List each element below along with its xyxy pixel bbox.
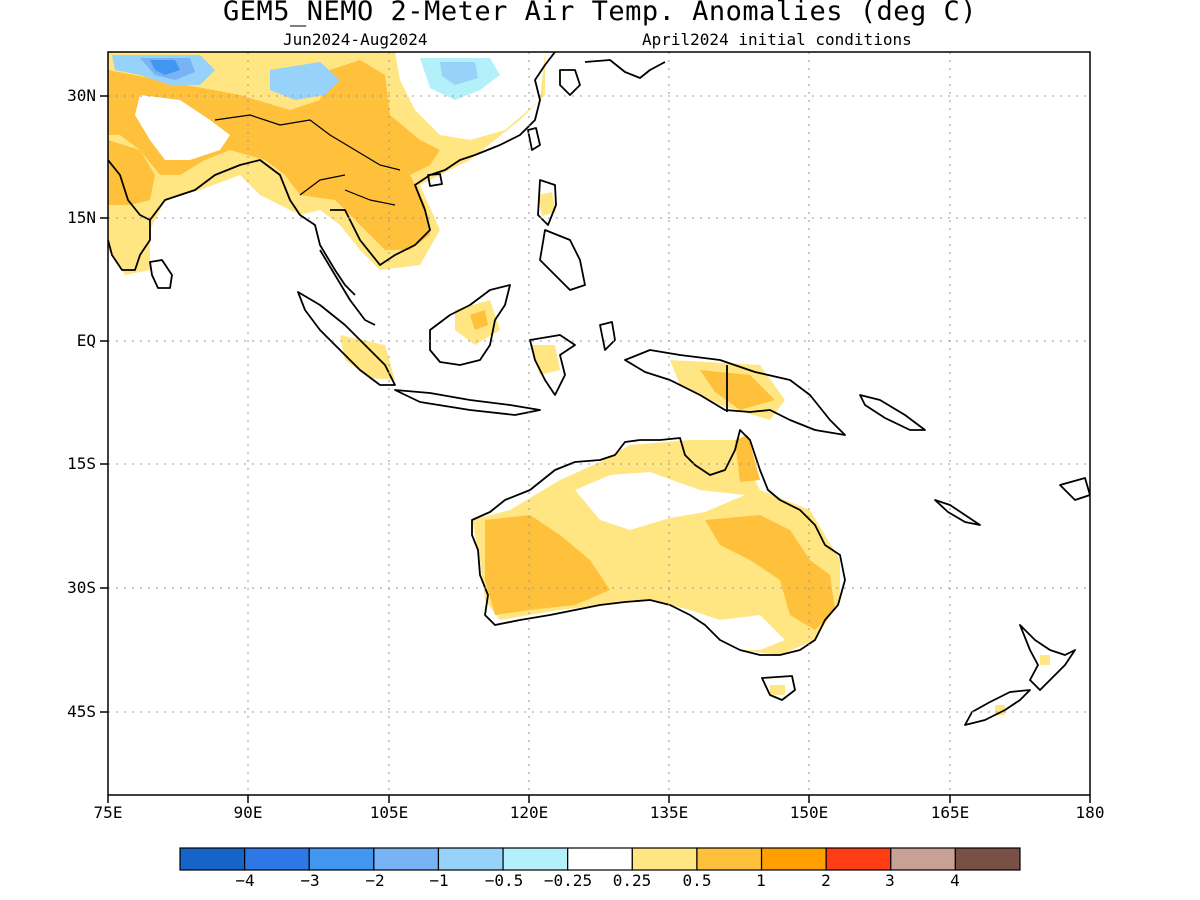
colorbar-label: −0.25 (543, 871, 593, 890)
anomaly-region-tibet-cold (270, 62, 340, 100)
coastline-sulawesi (529, 334, 576, 396)
anomaly-region-australia-east (705, 515, 835, 630)
lat-label-15n: 15N (67, 208, 96, 227)
coastline-japan (584, 59, 666, 79)
coastline-bay-bengal (149, 159, 356, 296)
colorbar-swatch (760, 847, 827, 871)
colorbar-swatch (244, 847, 310, 871)
colorbar-swatch (373, 847, 440, 871)
anomaly-region-india-mid (108, 140, 155, 205)
coastline-tasmania (761, 675, 796, 701)
colorbar-swatch (179, 847, 246, 871)
colorbar-swatch (631, 847, 698, 871)
colorbar-swatch (954, 847, 1021, 871)
lon-label-135e: 135E (649, 803, 689, 822)
lat-label-15s: 15S (67, 454, 96, 473)
anomaly-region-sumatra (340, 335, 395, 380)
coastline-philippines-south (539, 229, 586, 291)
colorbar-label: 1 (756, 871, 766, 890)
coastline-nz-south (964, 689, 1031, 726)
coastline-vanuatu (934, 499, 981, 526)
coastlines (108, 52, 1090, 726)
anomaly-region-borneo-core (470, 310, 488, 330)
colorbar-label: 4 (950, 871, 960, 890)
colorbar-label: 2 (821, 871, 831, 890)
coastline-china-borders (214, 114, 401, 206)
colorbar-label: 0.5 (682, 871, 712, 890)
colorbar-swatch (502, 847, 569, 871)
anomaly-region-tibet-neutral (135, 95, 230, 160)
anomaly-fields (108, 52, 1050, 715)
lat-label-30n: 30N (67, 86, 96, 105)
colorbar-label: −4 (235, 871, 255, 890)
lon-label-75e: 75E (93, 803, 123, 822)
axis-ticks (100, 95, 1091, 803)
anomaly-region-sulawesi (530, 345, 560, 375)
lon-label-180: 180 (1075, 803, 1105, 822)
anomaly-region-west-cold-peak (150, 60, 180, 75)
colorbar-swatch (308, 847, 375, 871)
coastline-newguinea (624, 349, 846, 436)
coastline-taiwan (527, 127, 541, 151)
anomaly-region-philippines (538, 192, 556, 216)
colorbar-label: −0.5 (484, 871, 524, 890)
coastline-china-east (474, 52, 556, 156)
lon-label-165e: 165E (930, 803, 970, 822)
anomaly-region-australia-interior-neutral (575, 472, 745, 530)
coastline-india (108, 159, 151, 271)
coastline-solomons (859, 394, 926, 431)
map-title: GEM5_NEMO 2-Meter Air Temp. Anomalies (d… (223, 0, 977, 27)
coastline-korea (559, 69, 581, 96)
colorbar-label: 0.25 (612, 871, 652, 890)
colorbar-swatch (437, 847, 504, 871)
lat-label-45s: 45S (67, 702, 96, 721)
coastline-srilanka (149, 259, 173, 289)
lon-label-150e: 150E (789, 803, 829, 822)
coastline-borneo (429, 284, 511, 366)
coastline-nz-north (1019, 624, 1076, 691)
coastline-luzon (537, 179, 557, 226)
lat-label-eq: EQ (76, 331, 96, 350)
lon-label-105e: 105E (369, 803, 409, 822)
map-frame (107, 51, 1091, 796)
anomaly-region-tasmania (770, 685, 785, 695)
forecast-period-label: Jun2024-Aug2024 (283, 30, 428, 49)
anomaly-region-australia-south-neutral (610, 600, 785, 650)
lon-label-120e: 120E (509, 803, 549, 822)
lon-label-90e: 90E (233, 803, 263, 822)
coastline-australia (471, 429, 846, 656)
coastline-hainan (427, 173, 443, 187)
coastline-fiji (1059, 477, 1090, 501)
anomaly-region-australia-west (485, 515, 610, 615)
colorbar-swatch (825, 847, 892, 871)
colorbar-swatch (696, 847, 763, 871)
colorbar-label: −1 (429, 871, 449, 890)
lat-label-30s: 30S (67, 578, 96, 597)
colorbar-label: −3 (300, 871, 320, 890)
anomaly-region-china-cold-core (440, 62, 478, 85)
colorbar-swatch (567, 847, 633, 871)
coastline-indochina (330, 154, 476, 266)
coastline-java (394, 389, 541, 416)
colorbar-label: −2 (365, 871, 385, 890)
coastline-sumatra (297, 291, 396, 386)
colorbar-label: 3 (885, 871, 895, 890)
initial-conditions-label: April2024 initial conditions (642, 30, 912, 49)
coastline-malay (319, 249, 376, 326)
anomaly-region-newguinea-core (700, 370, 775, 410)
anomaly-region-nz-north (1040, 655, 1050, 665)
coastline-halmahera (599, 321, 616, 351)
anomaly-region-australia-north (735, 435, 760, 482)
colorbar-swatch (890, 847, 956, 871)
